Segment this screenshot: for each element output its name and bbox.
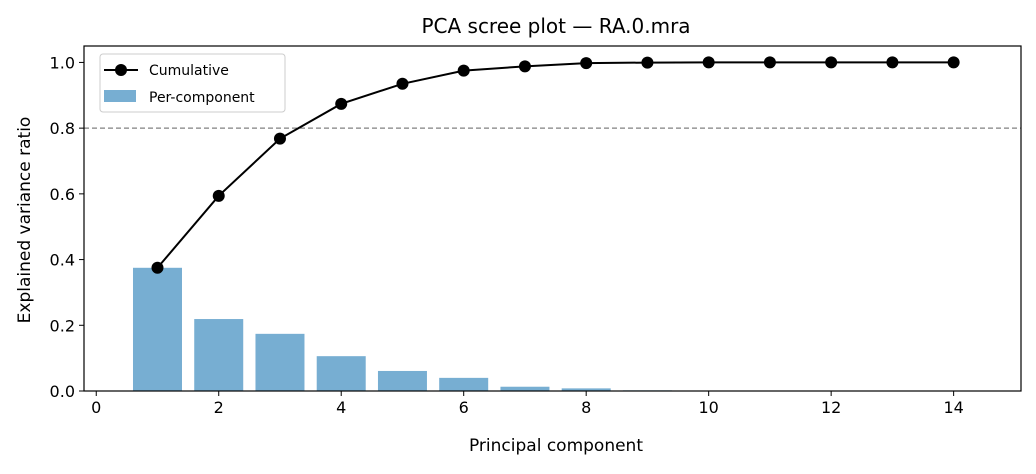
cumulative-point-8 bbox=[580, 57, 592, 69]
x-tick-label: 10 bbox=[698, 398, 718, 417]
bar-component-4 bbox=[317, 356, 366, 391]
legend-label-per-component: Per-component bbox=[149, 90, 255, 106]
legend-label-cumulative: Cumulative bbox=[149, 63, 229, 79]
y-axis-label: Explained variance ratio bbox=[15, 117, 35, 324]
x-axis-label: Principal component bbox=[469, 436, 643, 456]
cumulative-point-11 bbox=[764, 56, 776, 68]
x-tick-label: 14 bbox=[943, 398, 963, 417]
x-tick-label: 0 bbox=[91, 398, 101, 417]
bar-component-3 bbox=[255, 334, 304, 391]
cumulative-point-1 bbox=[151, 262, 163, 274]
cumulative-point-9 bbox=[641, 57, 653, 69]
y-tick-label: 1.0 bbox=[50, 53, 75, 72]
x-tick-label: 2 bbox=[214, 398, 224, 417]
y-tick-label: 0.0 bbox=[50, 382, 75, 401]
cumulative-point-2 bbox=[213, 190, 225, 202]
legend-bar-swatch bbox=[104, 90, 136, 102]
bar-component-2 bbox=[194, 319, 243, 391]
cumulative-point-5 bbox=[396, 78, 408, 90]
cumulative-point-6 bbox=[458, 65, 470, 77]
cumulative-point-14 bbox=[948, 56, 960, 68]
x-tick-label: 8 bbox=[581, 398, 591, 417]
bar-component-7 bbox=[500, 387, 549, 391]
x-tick-label: 6 bbox=[459, 398, 469, 417]
x-tick-label: 12 bbox=[821, 398, 841, 417]
cumulative-point-3 bbox=[274, 133, 286, 145]
cumulative-point-12 bbox=[825, 56, 837, 68]
bar-component-6 bbox=[439, 378, 488, 391]
cumulative-point-4 bbox=[335, 98, 347, 110]
y-tick-label: 0.2 bbox=[50, 316, 75, 335]
legend-marker-swatch bbox=[115, 64, 127, 76]
cumulative-point-7 bbox=[519, 60, 531, 72]
chart-title: PCA scree plot — RA.0.mra bbox=[421, 14, 690, 38]
legend: Cumulative Per-component bbox=[100, 54, 285, 112]
bar-component-1 bbox=[133, 268, 182, 391]
cumulative-point-13 bbox=[886, 56, 898, 68]
x-tick-label: 4 bbox=[336, 398, 346, 417]
y-tick-label: 0.6 bbox=[50, 185, 75, 204]
y-tick-label: 0.4 bbox=[50, 251, 75, 270]
bar-component-5 bbox=[378, 371, 427, 391]
cumulative-point-10 bbox=[703, 56, 715, 68]
y-tick-label: 0.8 bbox=[50, 119, 75, 138]
